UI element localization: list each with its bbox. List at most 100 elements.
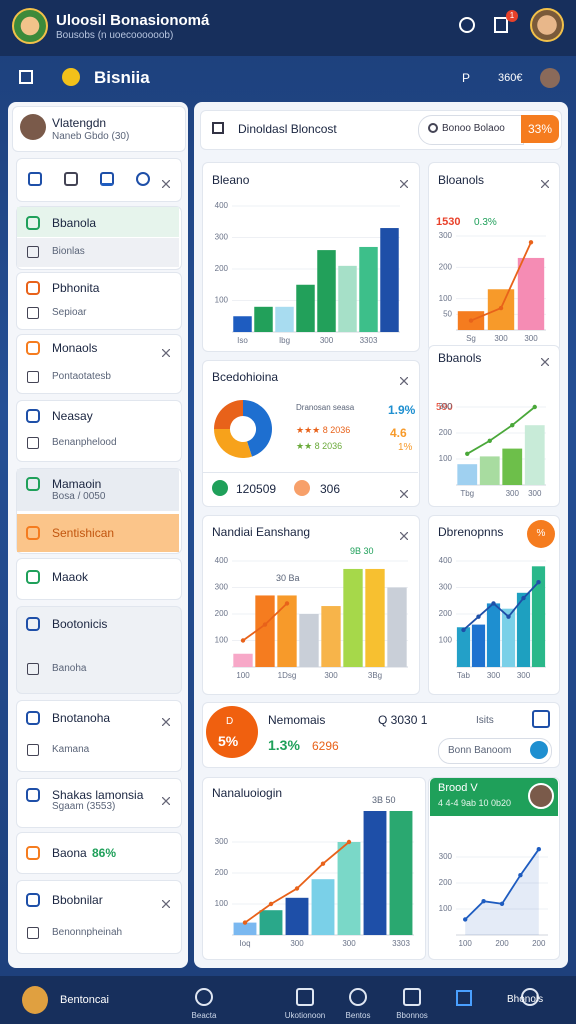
close-icon[interactable]	[161, 713, 171, 727]
legend-value: 1%	[398, 442, 413, 453]
menu-subtitle[interactable]: Banoha	[52, 663, 87, 674]
tab[interactable]: Isits	[476, 715, 494, 726]
tab-icon[interactable]	[28, 172, 42, 186]
nav-icon[interactable]	[456, 990, 472, 1006]
user-avatar[interactable]	[530, 8, 564, 42]
legend-text: ★★ 8 2036	[296, 441, 343, 451]
price-label: P	[462, 71, 471, 85]
menu-title[interactable]: Sentishican	[52, 526, 115, 540]
close-icon[interactable]	[161, 792, 171, 806]
menu-icon	[27, 371, 39, 383]
menu-title[interactable]: Baona	[52, 846, 87, 860]
menu-title[interactable]: Monaols	[52, 341, 98, 355]
bar	[380, 228, 399, 332]
y-tick-label: 300	[215, 233, 229, 242]
badge: 1	[506, 10, 518, 22]
menu-title[interactable]: Maaok	[52, 570, 89, 584]
menu-subtitle[interactable]: Sgaam (3553)	[52, 801, 116, 812]
nav-icon[interactable]	[195, 988, 213, 1006]
nav-label[interactable]: Bhonols	[507, 994, 544, 1005]
nav-label[interactable]: Bentoncai	[60, 994, 109, 1006]
bar	[254, 306, 273, 332]
close-icon[interactable]	[540, 353, 550, 367]
avatar[interactable]	[12, 8, 48, 44]
menu-subtitle[interactable]: Sepioar	[52, 307, 87, 318]
menu-title[interactable]: Bnotanoha	[52, 711, 111, 725]
x-tick-label: Ibg	[279, 336, 290, 345]
legend-value: 1.9%	[388, 403, 416, 417]
nav-icon[interactable]	[349, 988, 367, 1006]
menu-title[interactable]: Bbobnilar	[52, 893, 103, 907]
bottom-avatar	[22, 986, 48, 1014]
nav-icon[interactable]	[521, 988, 539, 1006]
nav-label[interactable]: Beacta	[191, 1011, 217, 1020]
x-tick-label: 300	[487, 671, 501, 680]
menu-subtitle[interactable]: Benonnpheinah	[52, 927, 123, 938]
nav-icon[interactable]	[296, 988, 314, 1006]
app-title: Uloosil Bonasionomá	[56, 12, 210, 29]
menu-subtitle[interactable]: Bionlas	[52, 246, 85, 257]
close-glyph	[399, 179, 409, 189]
trend-line	[462, 581, 540, 631]
bookmark-icon[interactable]	[532, 710, 550, 728]
tab-icon[interactable]	[100, 172, 114, 186]
close-icon[interactable]	[399, 175, 409, 189]
donut-slice	[214, 400, 243, 429]
menu-title[interactable]: Bbanola	[52, 216, 97, 230]
nav-label[interactable]: Bentos	[345, 1011, 371, 1020]
highlight-row[interactable]	[17, 514, 179, 552]
menu-subtitle[interactable]: Bosa / 0050	[52, 491, 106, 502]
menu-subtitle[interactable]: Benanphelood	[52, 437, 117, 448]
menu-subtitle[interactable]: Kamana	[52, 744, 90, 755]
back-icon[interactable]	[212, 122, 224, 134]
y-tick-label: 400	[439, 556, 453, 565]
row[interactable]	[17, 238, 179, 267]
close-icon[interactable]	[399, 527, 409, 541]
nav-label[interactable]: Bbonnos	[396, 1011, 428, 1020]
app-subtitle: Bousobs (n uoecoooooob)	[56, 30, 174, 41]
x-tick-label: Iso	[237, 336, 248, 345]
y-tick-label: 300	[215, 583, 229, 592]
nav-avatar[interactable]	[540, 68, 560, 88]
menu-subtitle[interactable]: Pontaotatesb	[52, 371, 111, 382]
close-icon[interactable]	[161, 344, 171, 358]
search-button[interactable]: 33%	[521, 115, 559, 143]
active-row[interactable]	[17, 207, 179, 237]
y-tick-label: 200	[215, 868, 229, 877]
tab-icon[interactable]	[64, 172, 78, 186]
menu-title[interactable]: Bootonicis	[52, 617, 108, 631]
close-icon[interactable]	[540, 175, 550, 189]
line-point	[521, 595, 526, 601]
close-icon[interactable]	[399, 372, 409, 386]
menu-icon	[27, 744, 39, 756]
bar	[501, 608, 516, 667]
combo-chart: 100 200 300 400 100 1Dsg 300 3Bg	[215, 556, 408, 680]
divider	[202, 472, 418, 473]
x-tick-label: Tab	[457, 671, 470, 680]
settings-icon[interactable]	[459, 17, 475, 33]
card-title: Bloanols	[438, 173, 485, 187]
kpi-value: 1530	[436, 216, 461, 228]
menu-title[interactable]: Shakas lamonsia	[52, 788, 144, 802]
menu-title[interactable]: Neasay	[52, 409, 93, 423]
inbox-icon[interactable]	[494, 17, 508, 33]
search-button[interactable]	[530, 741, 548, 759]
tab-icon[interactable]	[136, 172, 150, 186]
badge: %	[527, 520, 555, 548]
close-glyph	[399, 489, 409, 499]
row[interactable]	[17, 469, 179, 511]
nav-icon[interactable]	[403, 988, 421, 1006]
home-icon[interactable]	[19, 70, 33, 84]
menu-title[interactable]: Pbhonita	[52, 281, 100, 295]
menu-value: 86%	[92, 846, 117, 860]
combo-chart: 50 100 200 300 Sg 300 300	[439, 231, 546, 343]
nav-label[interactable]: Ukotionoon	[284, 1011, 326, 1020]
line-point	[463, 917, 468, 922]
menu-title[interactable]: Mamaoin	[52, 477, 102, 491]
x-tick-label: 3Bg	[368, 671, 382, 680]
close-icon[interactable]	[399, 485, 409, 499]
bar	[259, 910, 283, 935]
close-icon[interactable]	[161, 175, 171, 189]
close-icon[interactable]	[161, 895, 171, 909]
